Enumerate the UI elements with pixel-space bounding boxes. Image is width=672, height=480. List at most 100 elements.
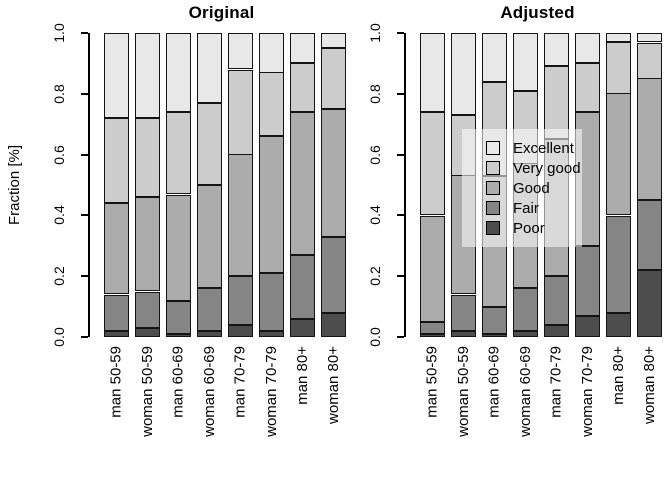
bar-segment-poor <box>166 334 191 337</box>
bar-segment-very-good <box>166 112 191 194</box>
x-category-label: woman 50-59 <box>454 346 472 437</box>
bar-segment-poor <box>420 334 445 337</box>
bar-segment-fair <box>290 255 315 319</box>
legend-label: Very good <box>513 159 581 177</box>
y-tick <box>81 92 88 95</box>
bar-segment-poor <box>321 313 346 337</box>
x-category-label: woman 70-79 <box>578 346 596 437</box>
bar-man-50-59 <box>104 33 129 337</box>
legend-key-swatch <box>486 201 500 215</box>
bar-segment-fair <box>135 292 160 328</box>
bar-segment-excellent <box>290 33 315 63</box>
y-tick <box>81 32 88 34</box>
bar-segment-poor <box>104 331 129 337</box>
y-tick-label: 0.4 <box>367 205 383 226</box>
y-tick <box>81 153 88 156</box>
x-category-label: man 50-59 <box>107 346 125 418</box>
bar-segment-excellent <box>104 33 129 118</box>
bar-man-70-79 <box>228 33 253 337</box>
x-category-label: man 60-69 <box>485 346 503 418</box>
legend-row: Excellent <box>462 138 582 158</box>
bar-segment-good <box>135 197 160 291</box>
bar-woman-70-79 <box>259 33 284 337</box>
bar-segment-excellent <box>513 33 538 91</box>
y-tick-label: 0.0 <box>51 327 67 347</box>
bar-segment-fair <box>104 295 129 331</box>
bar-segment-very-good <box>228 70 253 155</box>
bar-segment-excellent <box>451 33 476 115</box>
legend-label: Excellent <box>513 139 574 157</box>
bar-segment-excellent <box>544 33 569 66</box>
bar-man-50-59 <box>420 33 445 337</box>
bar-segment-excellent <box>197 33 222 103</box>
y-tick <box>397 336 404 338</box>
bar-segment-good <box>228 154 253 276</box>
x-category-label: man 80+ <box>609 346 627 405</box>
bar-segment-very-good <box>197 103 222 185</box>
y-tick <box>81 336 88 338</box>
legend-label: Good <box>513 179 550 197</box>
x-category-label: man 50-59 <box>423 346 441 418</box>
bar-segment-very-good <box>104 118 129 203</box>
bar-segment-excellent <box>420 33 445 112</box>
bar-segment-good <box>104 203 129 294</box>
panel-original: Original Fraction [%] 0.0 0.2 0.4 0.6 0.8 1.0… <box>6 3 357 437</box>
bar-segment-poor <box>513 331 538 337</box>
bar-segment-fair <box>575 246 600 316</box>
x-category-label: woman 60-69 <box>200 346 218 437</box>
bar-segment-poor <box>259 331 284 337</box>
x-category-label: man 70-79 <box>547 346 565 418</box>
y-tick-label: 0.2 <box>51 266 67 286</box>
legend-row: Fair <box>462 198 582 218</box>
panel-title-adjusted: Adjusted <box>500 3 575 22</box>
x-category-label: woman 50-59 <box>138 346 156 437</box>
bar-segment-excellent <box>575 33 600 63</box>
bar-segment-good <box>259 136 284 273</box>
bar-segment-poor <box>575 316 600 337</box>
legend-label: Fair <box>513 199 539 217</box>
y-tick-label: 0.8 <box>51 84 67 104</box>
y-tick <box>397 32 404 34</box>
bar-segment-very-good <box>420 112 445 215</box>
x-category-label: man 60-69 <box>169 346 187 418</box>
bar-segment-good <box>637 78 662 200</box>
bar-segment-excellent <box>321 33 346 48</box>
y-tick-label: 0.6 <box>51 144 67 165</box>
plot-area-original: 0.0 0.2 0.4 0.6 0.8 1.0 man 50-59 woman 50-59 ma… <box>51 23 357 437</box>
bar-segment-excellent <box>482 33 507 82</box>
legend-row: Poor <box>462 218 582 238</box>
bar-segment-fair <box>606 216 631 313</box>
bar-segment-fair <box>420 322 445 334</box>
bar-segment-very-good <box>321 48 346 109</box>
bar-segment-fair <box>228 276 253 325</box>
x-category-label: man 70-79 <box>231 346 249 418</box>
legend-row: Good <box>462 178 582 198</box>
bar-segment-good <box>321 109 346 237</box>
bar-segment-fair <box>544 276 569 325</box>
bar-segment-fair <box>637 200 662 270</box>
bar-segment-excellent <box>606 33 631 42</box>
bar-segment-good <box>197 185 222 288</box>
y-tick <box>397 92 404 95</box>
bar-segment-fair <box>197 288 222 331</box>
bar-segment-poor <box>290 319 315 337</box>
x-category-label: woman 80+ <box>640 346 658 424</box>
bar-man-60-69 <box>166 33 191 337</box>
bar-woman-60-69 <box>197 33 222 337</box>
bar-segment-very-good <box>290 63 315 112</box>
bar-segment-excellent <box>228 33 253 69</box>
legend-key-swatch <box>486 221 500 235</box>
bar-segment-good <box>166 195 191 301</box>
y-tick <box>81 214 88 217</box>
plot-area-adjusted: 0.0 0.2 0.4 0.6 0.8 1.0 man 50-59 woman 50-59 ma… <box>367 23 672 437</box>
bar-segment-fair <box>451 295 476 331</box>
y-tick-label: 0.4 <box>51 205 67 226</box>
bar-man-80- <box>606 33 631 337</box>
bar-segment-poor <box>228 325 253 337</box>
x-category-label: woman 70-79 <box>262 346 280 437</box>
panel-title-original: Original <box>188 3 255 22</box>
bar-segment-very-good <box>637 43 662 79</box>
x-category-label: woman 80+ <box>324 346 342 424</box>
y-tick <box>397 153 404 156</box>
